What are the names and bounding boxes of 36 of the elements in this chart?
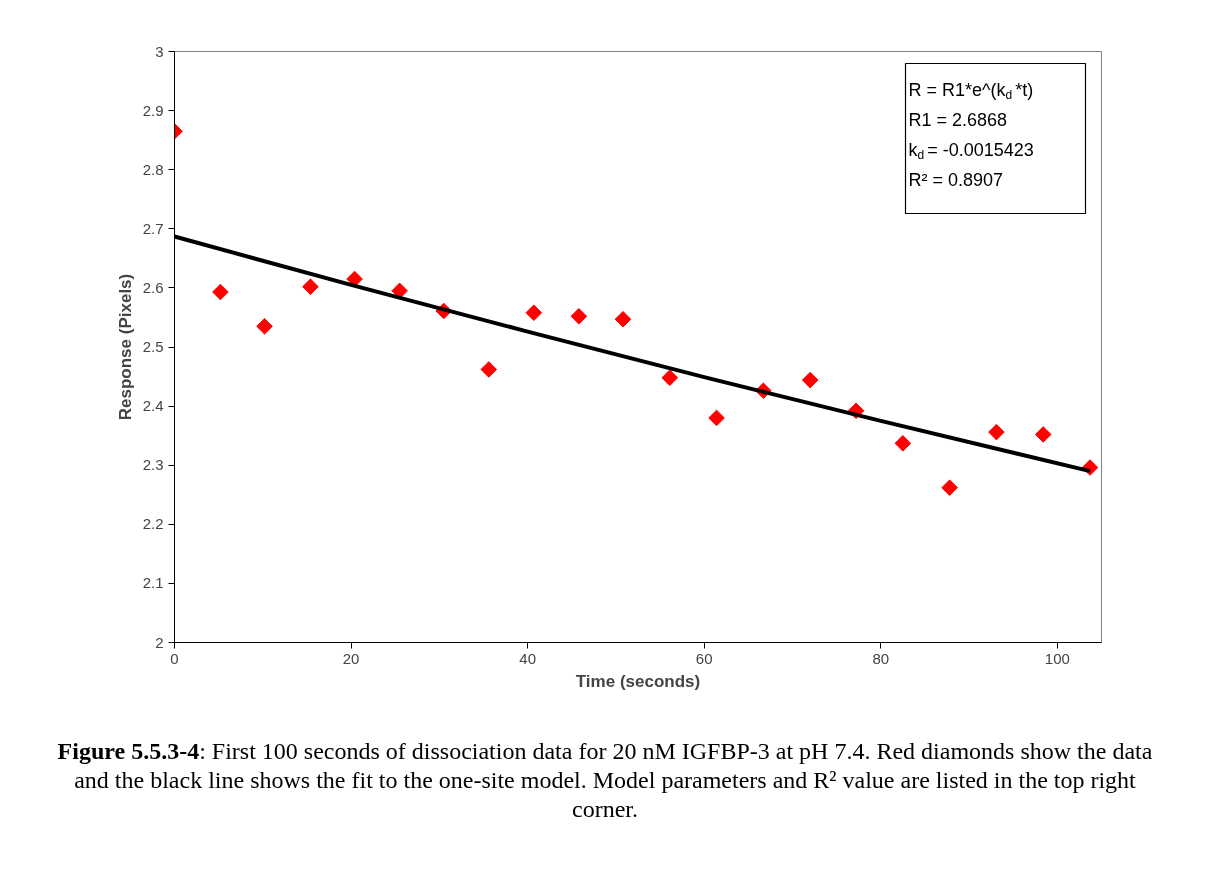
point xyxy=(988,423,1005,441)
point xyxy=(708,409,725,427)
y-tick-label: 2.9 xyxy=(142,101,164,119)
x-axis-title: Time (seconds) xyxy=(575,671,701,691)
point xyxy=(661,369,679,387)
x-tick-label: 20 xyxy=(342,649,360,667)
x-tick-label: 80 xyxy=(872,649,890,667)
y-axis-title: Response (Pixels) xyxy=(115,273,135,421)
y-tick-label: 2.5 xyxy=(142,338,164,355)
caption: Figure 5.5.3-4: First 100 seconds of dissociation data for 20 nM IGFBP-3 at pH 7.4. Red diamonds show the data and the black line shows the fit to the one-site model. Model parameters and R² value are listed in the top right corner. xyxy=(56,737,1154,824)
point xyxy=(212,283,229,301)
point xyxy=(480,361,498,378)
point xyxy=(256,318,273,335)
point xyxy=(302,278,319,295)
y-tick-label: 2.8 xyxy=(142,160,164,178)
y-tick-label: 2.4 xyxy=(142,397,164,415)
annotation: R² = 0.8907 xyxy=(908,169,1004,190)
point xyxy=(525,304,543,321)
y-tick-label: 2.6 xyxy=(142,278,164,296)
y-tick-label: 2 xyxy=(155,633,164,651)
y-tick-label: 2.2 xyxy=(142,515,164,533)
x-tick-label: 0 xyxy=(170,649,179,667)
x-tick-label: 60 xyxy=(695,649,713,667)
y-tick-label: 3 xyxy=(155,42,164,60)
x-tick-label: 40 xyxy=(519,649,536,667)
point xyxy=(941,479,958,496)
point xyxy=(894,435,912,452)
point xyxy=(801,371,819,389)
y-tick-label: 2.3 xyxy=(142,456,164,474)
point xyxy=(1034,426,1052,443)
y-tick-label: 2.7 xyxy=(142,219,164,237)
annotation: R1 = 2.6868 xyxy=(908,109,1008,130)
x-tick-label: 100 xyxy=(1044,649,1070,667)
point xyxy=(614,310,632,328)
point xyxy=(570,307,588,325)
y-tick-label: 2.1 xyxy=(142,574,164,592)
